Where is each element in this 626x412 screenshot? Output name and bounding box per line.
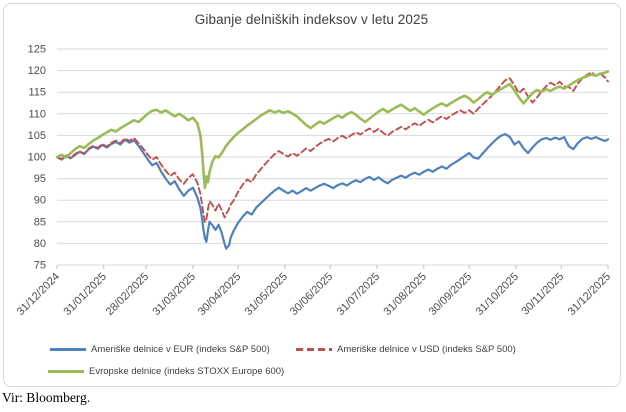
y-tick-label-105: 105 [28, 130, 46, 142]
x-tick-label-10: 31/10/2025 [474, 271, 521, 318]
legend-item-sp500-eur: Ameriške delnice v EUR (indeks S&P 500) [50, 343, 270, 355]
x-tick-label-1: 31/01/2025 [61, 271, 108, 318]
y-tick-label-110: 110 [28, 108, 46, 120]
source-note: Vir: Bloomberg. [2, 390, 91, 405]
y-tick-label-115: 115 [28, 87, 46, 99]
series-line-2 [55, 70, 610, 190]
y-tick-label-80: 80 [34, 238, 46, 250]
chart-title: Gibanje delniških indeksov v letu 2025 [194, 12, 429, 27]
x-tick-label-0: 31/12/2024 [15, 271, 62, 318]
legend-item-stoxx600: Evropske delnice (indeks STOXX Europe 60… [48, 365, 284, 377]
x-tick-label-8: 31/08/2025 [382, 271, 429, 318]
y-tick-label-85: 85 [34, 216, 46, 228]
y-tick-label-120: 120 [28, 65, 46, 77]
chart-frame [3, 3, 621, 387]
series-line-1 [56, 71, 609, 224]
legend-swatch-sp500-eur [50, 347, 86, 351]
x-tick-label-5: 31/05/2025 [243, 271, 290, 318]
legend-label-stoxx600: Evropske delnice (indeks STOXX Europe 60… [89, 365, 285, 377]
x-tick-label-6: 30/06/2025 [288, 271, 335, 318]
legend-label-sp500-eur: Ameriške delnice v EUR (indeks S&P 500) [91, 343, 270, 355]
x-tick-label-7: 31/07/2025 [335, 271, 382, 318]
x-tick-label-12: 31/12/2025 [566, 271, 613, 318]
x-tick-label-3: 31/03/2025 [151, 271, 198, 318]
y-tick-label-125: 125 [28, 44, 46, 56]
legend-item-sp500-usd: Ameriške delnice v USD (indeks S&P 500) [296, 343, 516, 355]
legend-label-sp500-usd: Ameriške delnice v USD (indeks S&P 500) [337, 343, 516, 355]
legend-swatch-stoxx600 [48, 369, 84, 373]
y-tick-label-75: 75 [34, 260, 46, 272]
y-tick-label-100: 100 [28, 152, 46, 164]
x-tick-label-2: 28/02/2025 [104, 271, 151, 318]
legend-swatch-sp500-usd [296, 347, 332, 351]
x-tick-label-9: 30/09/2025 [427, 271, 474, 318]
series-line-0 [55, 133, 610, 250]
x-tick-label-4: 30/04/2025 [196, 271, 243, 318]
y-tick-label-95: 95 [34, 173, 46, 185]
x-tick-label-11: 30/11/2025 [519, 271, 566, 318]
y-tick-label-90: 90 [34, 195, 46, 207]
